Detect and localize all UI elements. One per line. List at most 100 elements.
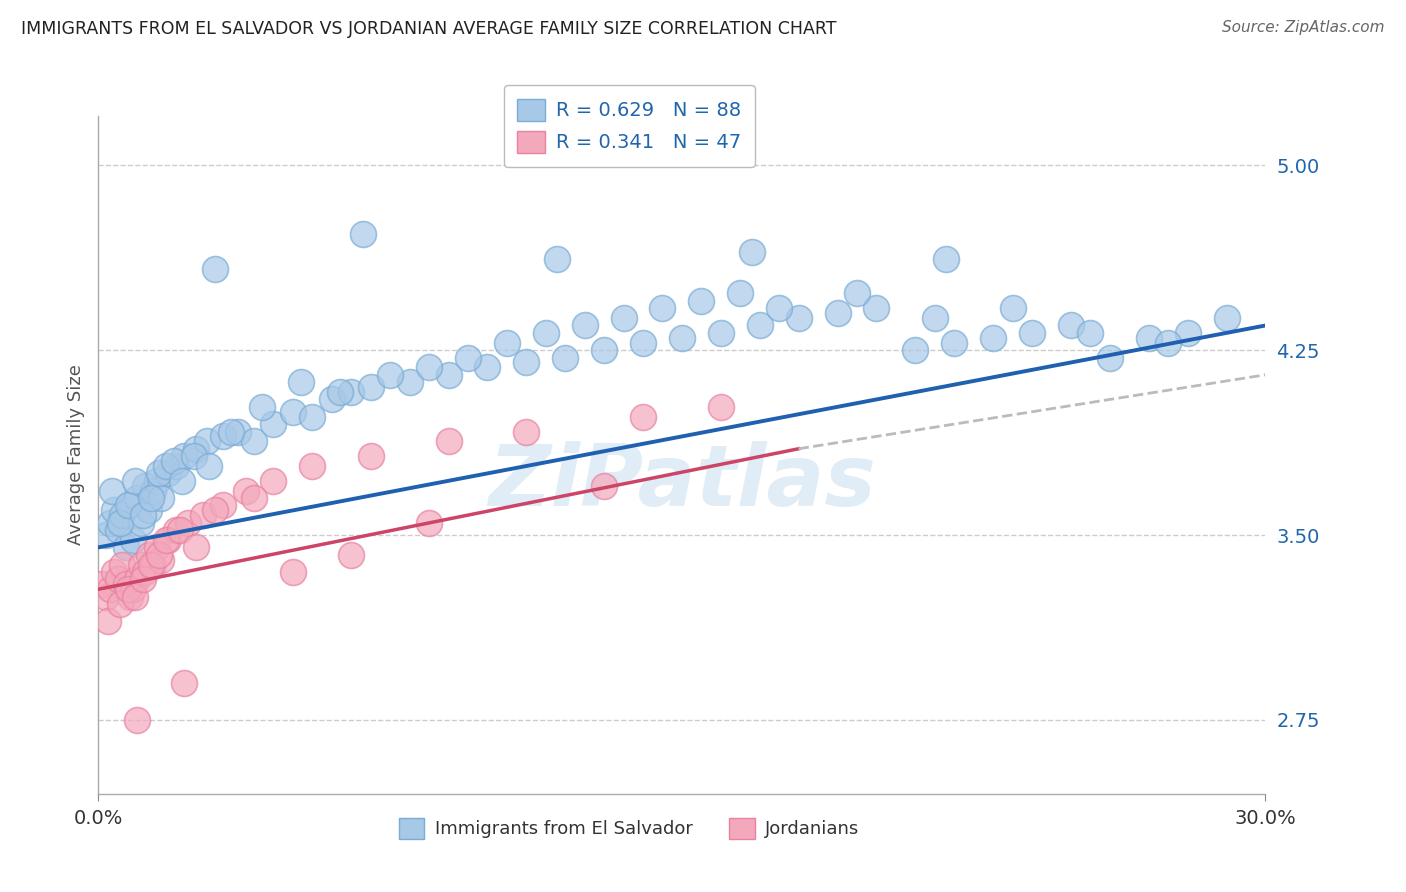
Point xyxy=(496,335,519,350)
Point xyxy=(546,252,568,266)
Point xyxy=(103,503,125,517)
Point xyxy=(97,615,120,629)
Point xyxy=(437,434,460,449)
Point xyxy=(943,335,966,350)
Point xyxy=(146,541,169,555)
Point xyxy=(515,355,537,369)
Point xyxy=(1060,318,1083,333)
Point xyxy=(107,523,129,537)
Point xyxy=(127,573,149,587)
Text: Source: ZipAtlas.com: Source: ZipAtlas.com xyxy=(1222,20,1385,35)
Point xyxy=(138,548,160,562)
Point xyxy=(212,499,235,513)
Point xyxy=(457,351,479,365)
Point xyxy=(138,503,160,517)
Point xyxy=(418,360,440,375)
Point xyxy=(108,597,131,611)
Point xyxy=(117,582,139,597)
Point xyxy=(340,548,363,562)
Point xyxy=(117,499,139,513)
Point xyxy=(98,516,121,530)
Point xyxy=(170,474,193,488)
Point xyxy=(827,306,849,320)
Point xyxy=(124,590,146,604)
Point xyxy=(981,331,1004,345)
Point xyxy=(321,392,343,407)
Point xyxy=(219,425,242,439)
Point xyxy=(163,454,186,468)
Point xyxy=(865,301,887,316)
Point xyxy=(1177,326,1199,340)
Point xyxy=(710,400,733,414)
Point xyxy=(243,434,266,449)
Point xyxy=(262,417,284,431)
Point xyxy=(103,565,125,579)
Point xyxy=(148,548,170,562)
Point xyxy=(904,343,927,358)
Point xyxy=(124,474,146,488)
Point xyxy=(768,301,790,316)
Point xyxy=(352,227,374,242)
Point xyxy=(787,311,810,326)
Point xyxy=(554,351,576,365)
Point xyxy=(149,552,172,566)
Point xyxy=(380,368,402,382)
Point xyxy=(329,385,352,400)
Point xyxy=(111,508,134,523)
Point xyxy=(101,483,124,498)
Point xyxy=(108,516,131,530)
Point xyxy=(183,449,205,463)
Point xyxy=(574,318,596,333)
Point xyxy=(184,442,207,456)
Point xyxy=(243,491,266,505)
Point xyxy=(134,565,156,579)
Point xyxy=(96,590,118,604)
Text: IMMIGRANTS FROM EL SALVADOR VS JORDANIAN AVERAGE FAMILY SIZE CORRELATION CHART: IMMIGRANTS FROM EL SALVADOR VS JORDANIAN… xyxy=(21,20,837,37)
Point xyxy=(1080,326,1102,340)
Point xyxy=(281,405,304,419)
Point xyxy=(593,343,616,358)
Point xyxy=(290,375,312,389)
Point xyxy=(730,286,752,301)
Point xyxy=(631,409,654,424)
Point xyxy=(301,458,323,473)
Point xyxy=(748,318,770,333)
Point xyxy=(139,558,162,572)
Point xyxy=(134,479,156,493)
Point xyxy=(195,434,218,449)
Point xyxy=(1021,326,1043,340)
Point xyxy=(418,516,440,530)
Point xyxy=(1137,331,1160,345)
Point xyxy=(198,458,221,473)
Point xyxy=(146,474,169,488)
Point xyxy=(935,252,957,266)
Point xyxy=(169,523,191,537)
Point xyxy=(193,508,215,523)
Point xyxy=(173,449,195,463)
Point xyxy=(114,541,136,555)
Point xyxy=(165,458,187,473)
Point xyxy=(477,360,499,375)
Point xyxy=(177,516,200,530)
Point xyxy=(184,541,207,555)
Point xyxy=(96,528,118,542)
Point xyxy=(122,582,145,597)
Point xyxy=(340,385,363,400)
Point xyxy=(1001,301,1024,316)
Point xyxy=(139,491,162,505)
Point xyxy=(534,326,557,340)
Point xyxy=(398,375,420,389)
Point xyxy=(127,713,149,727)
Point xyxy=(1098,351,1121,365)
Point xyxy=(360,380,382,394)
Point xyxy=(173,676,195,690)
Point xyxy=(845,286,868,301)
Point xyxy=(155,458,177,473)
Point xyxy=(228,425,250,439)
Point xyxy=(132,573,155,587)
Point xyxy=(262,474,284,488)
Point xyxy=(165,523,187,537)
Point xyxy=(301,409,323,424)
Point xyxy=(142,558,165,572)
Point xyxy=(91,577,114,591)
